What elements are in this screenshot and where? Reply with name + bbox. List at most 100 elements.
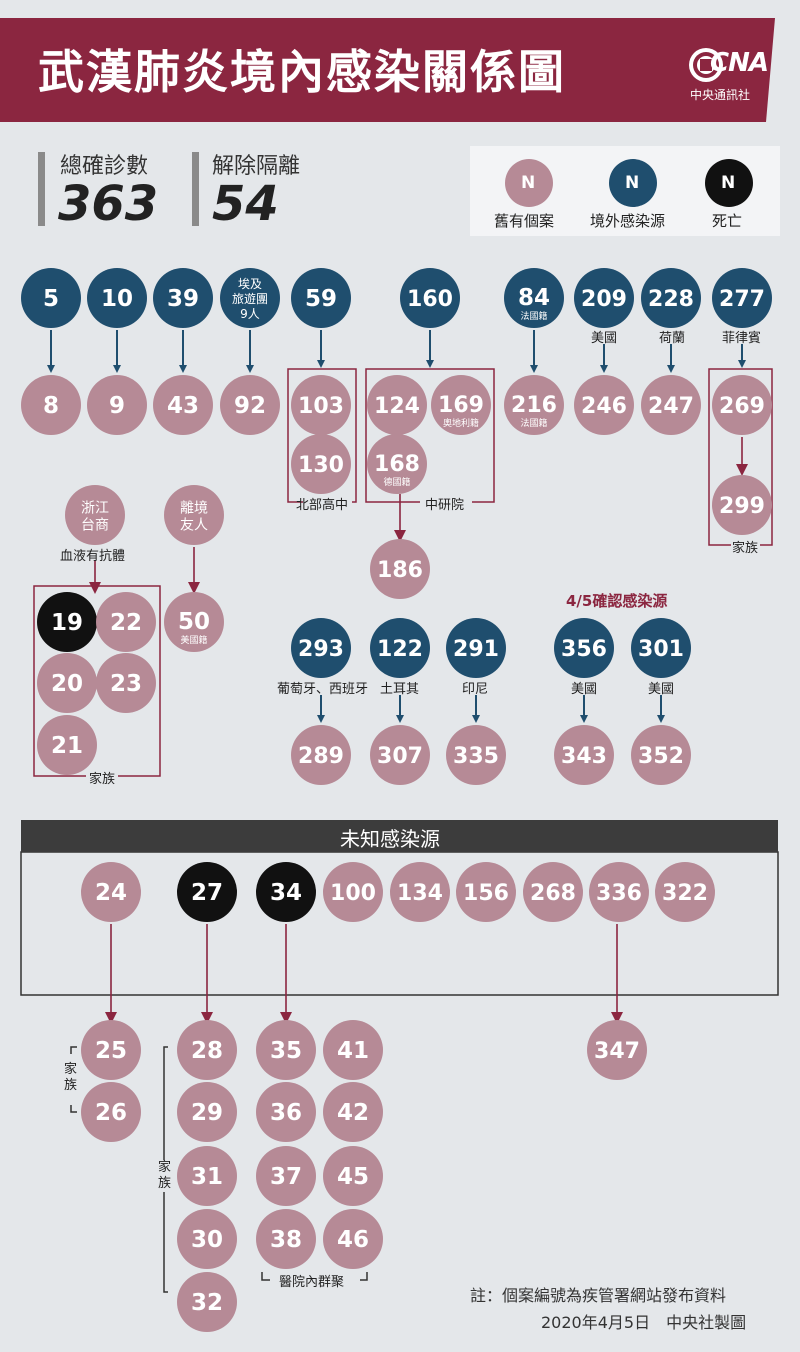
case-number: 31: [191, 1164, 223, 1190]
label-pt-es: 葡萄牙、西班牙: [277, 682, 369, 697]
case-number: 42: [337, 1100, 369, 1126]
family-25-bracket: [70, 1046, 77, 1113]
case-node-322: 322: [655, 862, 715, 922]
node-caption: 埃及: [238, 277, 262, 291]
case-node-41: 41: [323, 1020, 383, 1080]
node-caption: 浙江: [81, 501, 109, 517]
case-node-21: 21: [37, 715, 97, 775]
cna-logo: CNA 中央通訊社: [686, 44, 769, 106]
case-node-307: 307: [370, 725, 430, 785]
stat-bar: [192, 152, 199, 226]
stat-total-value: 363: [58, 176, 159, 232]
hospital-bracket: [261, 1272, 368, 1281]
case-node-269: 269: [712, 375, 772, 435]
label-ph-277: 菲律賓: [722, 331, 762, 346]
case-node-186: 186: [370, 539, 430, 599]
title-banner: [0, 18, 775, 122]
stat-total-label: 總確診數: [60, 154, 149, 179]
case-node-301: 301: [631, 618, 691, 678]
case-number: 9: [109, 393, 125, 419]
case-node-5: 5: [21, 268, 81, 328]
case-node-228: 228: [641, 268, 701, 328]
case-number: 32: [191, 1290, 223, 1316]
case-node-37: 37: [256, 1146, 316, 1206]
case-node-92: 92: [220, 375, 280, 435]
case-number: 246: [581, 394, 627, 419]
case-node-24: 24: [81, 862, 141, 922]
nationality-note: 奧地利籍: [443, 417, 479, 429]
case-node-25: 25: [81, 1020, 141, 1080]
legend-swatch-old: [505, 159, 553, 207]
case-number: 34: [270, 880, 302, 906]
case-number: 307: [377, 744, 423, 769]
case-number: 336: [596, 881, 642, 906]
legend-label-imported: 境外感染源: [590, 212, 666, 230]
case-number: 352: [638, 744, 684, 769]
cna-logo-name: 中央通訊社: [690, 88, 751, 102]
case-number: 103: [298, 394, 344, 419]
case-number: 22: [110, 610, 142, 636]
legend-swatches: [505, 159, 753, 207]
nationality-note: 法國籍: [520, 417, 547, 429]
case-node-10: 10: [87, 268, 147, 328]
case-number: 45: [337, 1164, 369, 1190]
case-node-122: 122: [370, 618, 430, 678]
case-number: 322: [662, 881, 708, 906]
case-number: 130: [298, 453, 344, 478]
case-number: 24: [95, 880, 127, 906]
case-node-336: 336: [589, 862, 649, 922]
node-caption: 友人: [180, 518, 208, 534]
case-number: 39: [167, 286, 199, 312]
label-us-356: 美國: [571, 682, 598, 697]
case-node-30: 30: [177, 1209, 237, 1269]
case-number: 289: [298, 744, 344, 769]
case-node-103: 103: [291, 375, 351, 435]
case-number: 335: [453, 744, 499, 769]
case-node-19: 19: [37, 592, 97, 652]
case-node-246: 246: [574, 375, 634, 435]
case-node-299: 299: [712, 475, 772, 535]
case-node-38: 38: [256, 1209, 316, 1269]
case-number: 168: [374, 452, 420, 477]
case-node-156: 156: [456, 862, 516, 922]
case-node-277: 277: [712, 268, 772, 328]
family-269-box: [708, 368, 773, 546]
case-number: 46: [337, 1227, 369, 1253]
case-node-22: 22: [96, 592, 156, 652]
label-hospital-cluster: 醫院內群聚: [279, 1275, 345, 1290]
case-number: 28: [191, 1038, 223, 1064]
legend-swatch-death: [705, 159, 753, 207]
case-node-23: 23: [96, 653, 156, 713]
case-node-160: 160: [400, 268, 460, 328]
case-node-291: 291: [446, 618, 506, 678]
case-number: 228: [648, 287, 694, 312]
label-academia: 中研院: [425, 498, 465, 513]
label-us-209: 美國: [591, 331, 618, 346]
case-number: 38: [270, 1227, 302, 1253]
case-node-20: 20: [37, 653, 97, 713]
label-family-269: 家族: [732, 541, 759, 556]
case-number: 156: [463, 881, 509, 906]
case-number: 301: [638, 637, 684, 662]
case-number: 122: [377, 637, 423, 662]
case-number: 37: [270, 1164, 302, 1190]
stat-released-label: 解除隔離: [212, 154, 301, 179]
case-node-347: 347: [587, 1020, 647, 1080]
case-number: 59: [305, 286, 337, 312]
legend-label-death: 死亡: [712, 212, 743, 230]
case-number: 20: [51, 671, 83, 697]
case-node-32: 32: [177, 1272, 237, 1332]
case-number: 299: [719, 494, 765, 519]
case-number: 100: [330, 881, 376, 906]
case-node-42: 42: [323, 1082, 383, 1142]
case-node-36: 36: [256, 1082, 316, 1142]
case-number: 92: [234, 393, 266, 419]
case-node-134: 134: [390, 862, 450, 922]
case-number: 21: [51, 733, 83, 759]
case-number: 209: [581, 287, 627, 312]
case-number: 43: [167, 393, 199, 419]
